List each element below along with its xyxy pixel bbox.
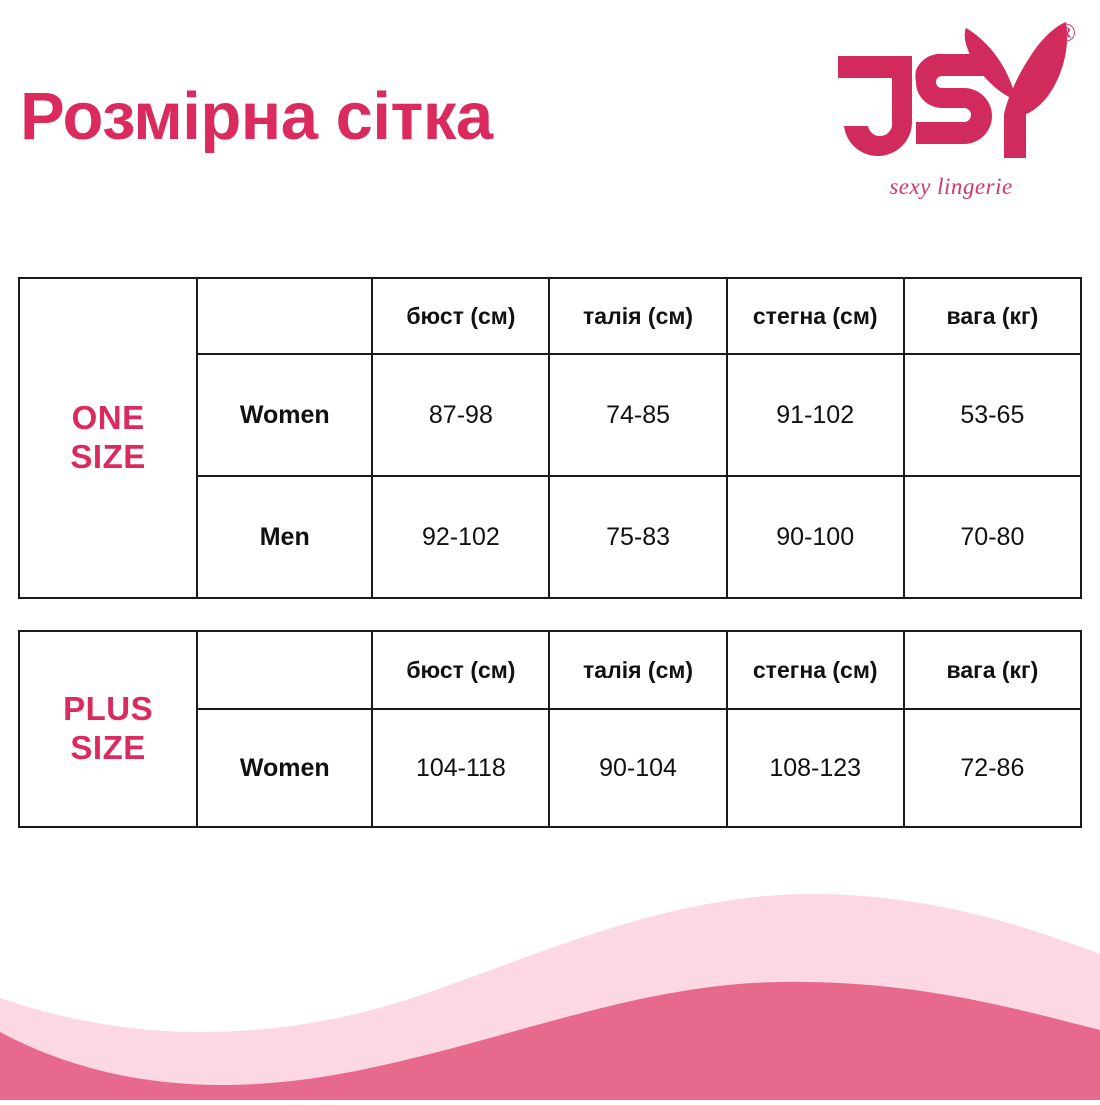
column-header-waist: талія (см) xyxy=(548,277,728,355)
wave-decoration xyxy=(0,880,1100,1100)
brand-logo: ® sexy lingerie xyxy=(820,14,1082,214)
column-header-blank xyxy=(196,277,374,355)
one-size-table: ONE SIZE бюст (см) талія (см) стегна (см… xyxy=(17,277,1083,599)
row-label-women: Women xyxy=(196,708,374,828)
cell-waist: 74-85 xyxy=(548,353,728,477)
plus-size-table: PLUS SIZE бюст (см) талія (см) стегна (с… xyxy=(17,630,1083,828)
size-group-label-line2: SIZE xyxy=(70,438,146,475)
size-group-label-line1: ONE xyxy=(71,399,145,437)
logo-tagline: sexy lingerie xyxy=(889,174,1013,199)
column-header-weight: вага (кг) xyxy=(902,630,1083,710)
column-header-blank xyxy=(196,630,374,710)
cell-hips: 108-123 xyxy=(725,708,905,828)
cell-bust: 92-102 xyxy=(371,475,551,599)
cell-bust: 87-98 xyxy=(371,353,551,477)
cell-waist: 90-104 xyxy=(548,708,728,828)
cell-hips: 90-100 xyxy=(725,475,905,599)
cell-bust: 104-118 xyxy=(371,708,551,828)
jsy-logo-icon: ® xyxy=(820,14,1082,174)
cell-hips: 91-102 xyxy=(725,353,905,477)
table-row: PLUS SIZE бюст (см) талія (см) стегна (с… xyxy=(17,630,1083,828)
table-row: Men 92-102 75-83 90-100 70-80 xyxy=(19,475,1083,599)
column-header-waist: талія (см) xyxy=(548,630,728,710)
size-group-label: PLUS SIZE xyxy=(17,630,199,828)
column-header-bust: бюст (см) xyxy=(371,277,551,355)
column-header-weight: вага (кг) xyxy=(902,277,1083,355)
registered-trademark-icon: ® xyxy=(1056,18,1076,47)
column-header-hips: стегна (см) xyxy=(725,277,905,355)
wave-dark-shape xyxy=(0,981,1100,1100)
column-header-hips: стегна (см) xyxy=(725,630,905,710)
column-header-bust: бюст (см) xyxy=(371,630,551,710)
row-label-men: Men xyxy=(196,475,374,599)
size-group-label: ONE SIZE xyxy=(17,277,199,599)
row-label-women: Women xyxy=(196,353,374,477)
cell-weight: 70-80 xyxy=(902,475,1083,599)
page-title: Розмірна сітка xyxy=(20,79,493,154)
cell-weight: 53-65 xyxy=(902,353,1083,477)
size-group-label-line2: SIZE xyxy=(70,729,146,766)
cell-weight: 72-86 xyxy=(902,708,1083,828)
size-group-label-line1: PLUS xyxy=(63,690,154,728)
table-row: Women 104-118 90-104 108-123 72-86 xyxy=(19,708,1083,828)
table-row: ONE SIZE бюст (см) талія (см) стегна (см… xyxy=(17,277,1083,599)
table-row: Women 87-98 74-85 91-102 53-65 xyxy=(19,353,1083,477)
page-header: Розмірна сітка ® sexy lingerie xyxy=(0,0,1100,250)
cell-waist: 75-83 xyxy=(548,475,728,599)
